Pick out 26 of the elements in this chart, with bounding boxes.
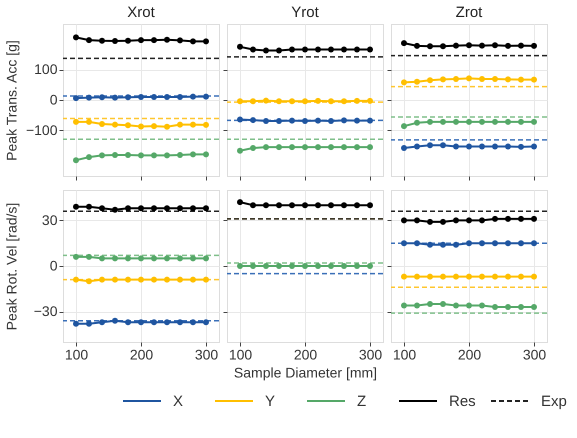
legend-label: Res xyxy=(449,393,476,410)
legend-label: Y xyxy=(265,393,276,410)
y-tick-label: 0 xyxy=(50,92,58,108)
x-tick-label: 300 xyxy=(522,346,546,362)
x-tick-label: 200 xyxy=(130,346,154,362)
x-axis-title: Sample Diameter [mm] xyxy=(234,364,378,380)
legend-label: Exp xyxy=(541,393,567,410)
y-axis-title: Peak Trans. Acc [g] xyxy=(4,40,20,161)
chart-title: Xrot xyxy=(127,4,156,21)
legend-label: X xyxy=(173,393,184,410)
legend-label: Z xyxy=(357,393,366,410)
y-tick-label: 0 xyxy=(50,258,58,274)
chart-title: Yrot xyxy=(291,4,320,21)
x-tick-label: 200 xyxy=(294,346,318,362)
x-tick-label: 100 xyxy=(64,346,88,362)
x-tick-label: 100 xyxy=(228,346,252,362)
chart-title: Zrot xyxy=(456,4,484,21)
y-tick-label: −100 xyxy=(26,122,58,138)
y-tick-label: −30 xyxy=(34,303,58,320)
x-tick-label: 300 xyxy=(194,346,218,362)
y-axis-title: Peak Rot. Vel [rad/s] xyxy=(4,202,20,330)
x-tick-label: 100 xyxy=(392,346,416,362)
x-tick-label: 300 xyxy=(358,346,382,362)
y-tick-label: 30 xyxy=(42,212,58,228)
x-tick-label: 200 xyxy=(458,346,482,362)
y-tick-label: 100 xyxy=(34,61,58,78)
